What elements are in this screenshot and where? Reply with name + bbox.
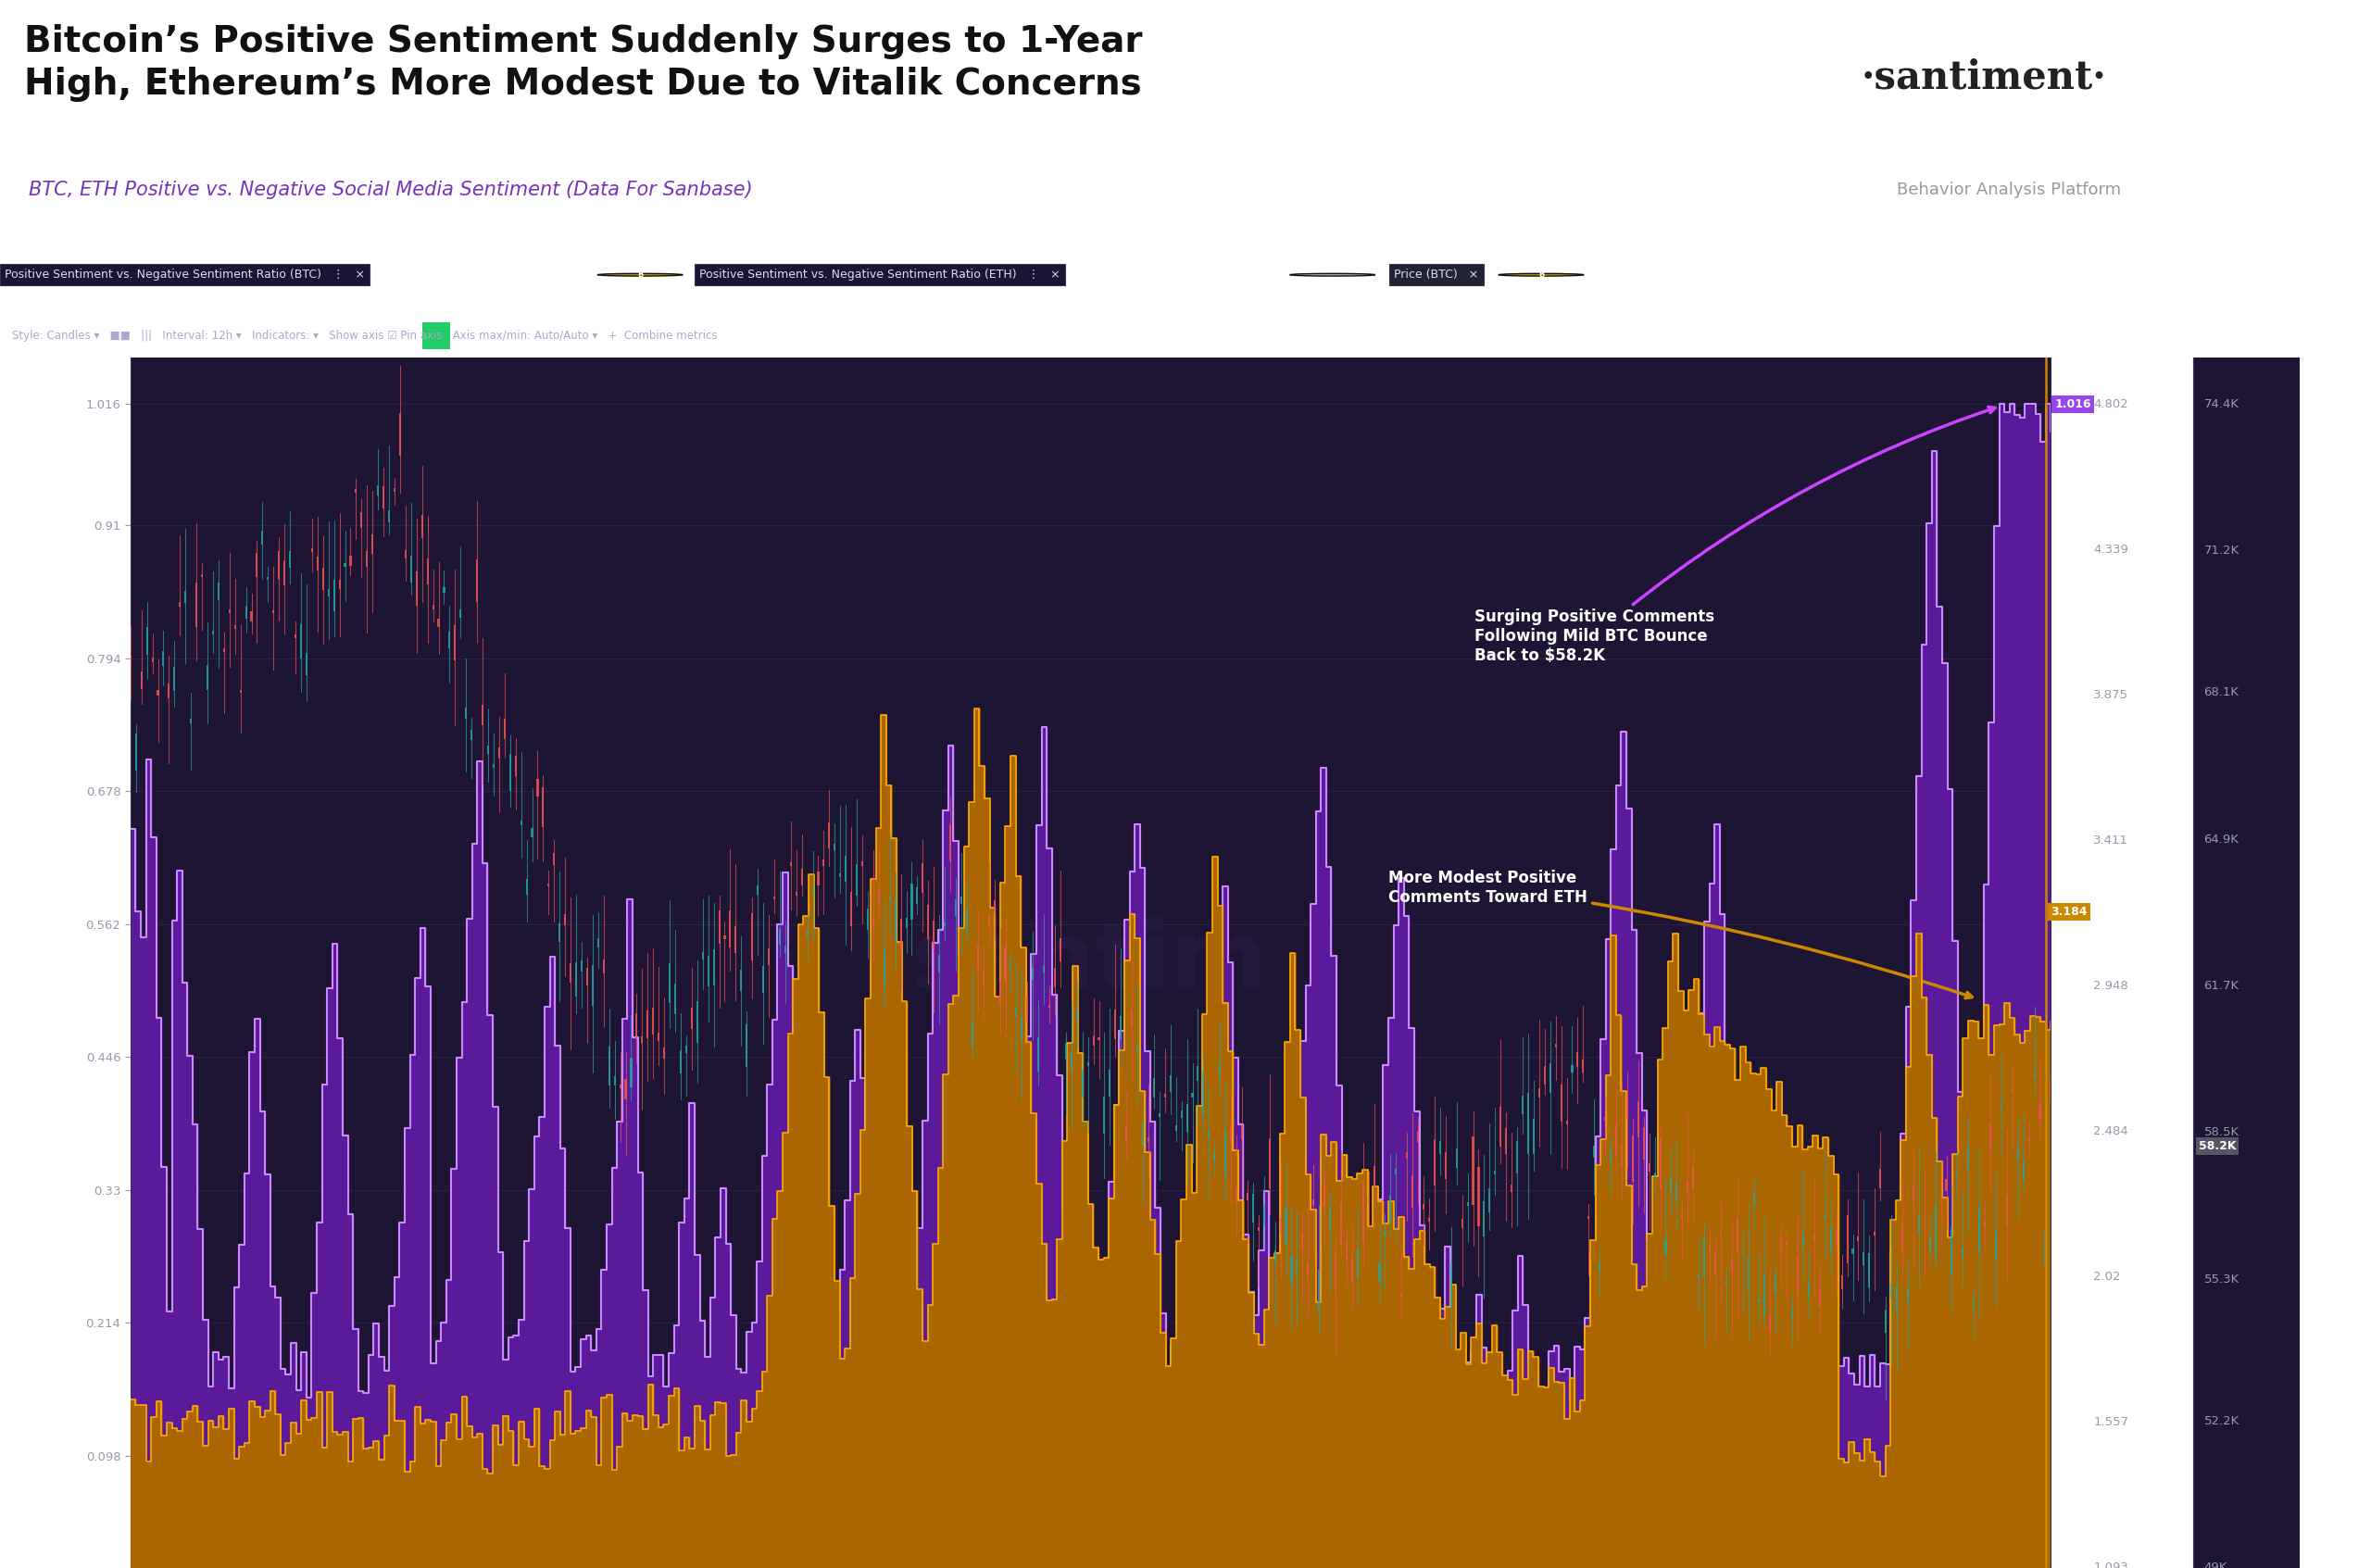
Circle shape [1498, 273, 1584, 276]
Text: Behavior Analysis Platform: Behavior Analysis Platform [1897, 182, 2122, 198]
Text: 49K: 49K [2205, 1562, 2226, 1568]
Text: 3.184: 3.184 [2051, 906, 2086, 917]
Text: 2.484: 2.484 [2094, 1126, 2129, 1137]
Text: Style: Candles ▾   ■■   |||   Interval: 12h ▾   Indicators: ▾   Show axis ☑ Pin : Style: Candles ▾ ■■ ||| Interval: 12h ▾ … [12, 329, 716, 342]
Text: 52.2K: 52.2K [2205, 1416, 2238, 1427]
Text: More Modest Positive
Comments Toward ETH: More Modest Positive Comments Toward ETH [1389, 870, 1973, 999]
Text: 64.9K: 64.9K [2205, 833, 2238, 845]
Text: 3.875: 3.875 [2094, 688, 2129, 701]
Text: B: B [638, 271, 643, 279]
Circle shape [1290, 273, 1375, 276]
Text: ·santiment·: ·santiment· [1861, 58, 2105, 97]
Text: 74.4K: 74.4K [2205, 398, 2238, 411]
Text: 61.7K: 61.7K [2205, 980, 2238, 993]
Text: 71.2K: 71.2K [2205, 544, 2238, 557]
Text: 4.802: 4.802 [2094, 398, 2129, 411]
Text: Positive Sentiment vs. Negative Sentiment Ratio (ETH)   ⋮   ×: Positive Sentiment vs. Negative Sentimen… [699, 268, 1060, 281]
Text: santim: santim [913, 917, 1268, 1008]
Text: 4.339: 4.339 [2094, 544, 2129, 555]
Text: 3.411: 3.411 [2094, 834, 2129, 847]
Text: 55.3K: 55.3K [2205, 1273, 2238, 1286]
Circle shape [597, 273, 683, 276]
Text: 1.093: 1.093 [2094, 1562, 2129, 1568]
Text: 58.2K: 58.2K [2198, 1140, 2236, 1152]
Text: 58.5K: 58.5K [2205, 1127, 2238, 1138]
Text: B: B [1539, 271, 1544, 279]
Text: Surging Positive Comments
Following Mild BTC Bounce
Back to $58.2K: Surging Positive Comments Following Mild… [1475, 406, 1994, 663]
Text: 2.02: 2.02 [2094, 1272, 2122, 1283]
Bar [422, 323, 450, 348]
Text: Positive Sentiment vs. Negative Sentiment Ratio (BTC)   ⋮   ×: Positive Sentiment vs. Negative Sentimen… [5, 268, 365, 281]
Text: 1.557: 1.557 [2094, 1416, 2129, 1428]
Text: 68.1K: 68.1K [2205, 687, 2238, 699]
Text: Price (BTC)   ×: Price (BTC) × [1394, 268, 1480, 281]
Text: 1.016: 1.016 [2056, 398, 2091, 411]
Text: 2.948: 2.948 [2094, 980, 2129, 993]
Text: Bitcoin’s Positive Sentiment Suddenly Surges to 1-Year
High, Ethereum’s More Mod: Bitcoin’s Positive Sentiment Suddenly Su… [24, 25, 1143, 102]
Text: BTC, ETH Positive vs. Negative Social Media Sentiment (Data For Sanbase): BTC, ETH Positive vs. Negative Social Me… [28, 180, 752, 199]
